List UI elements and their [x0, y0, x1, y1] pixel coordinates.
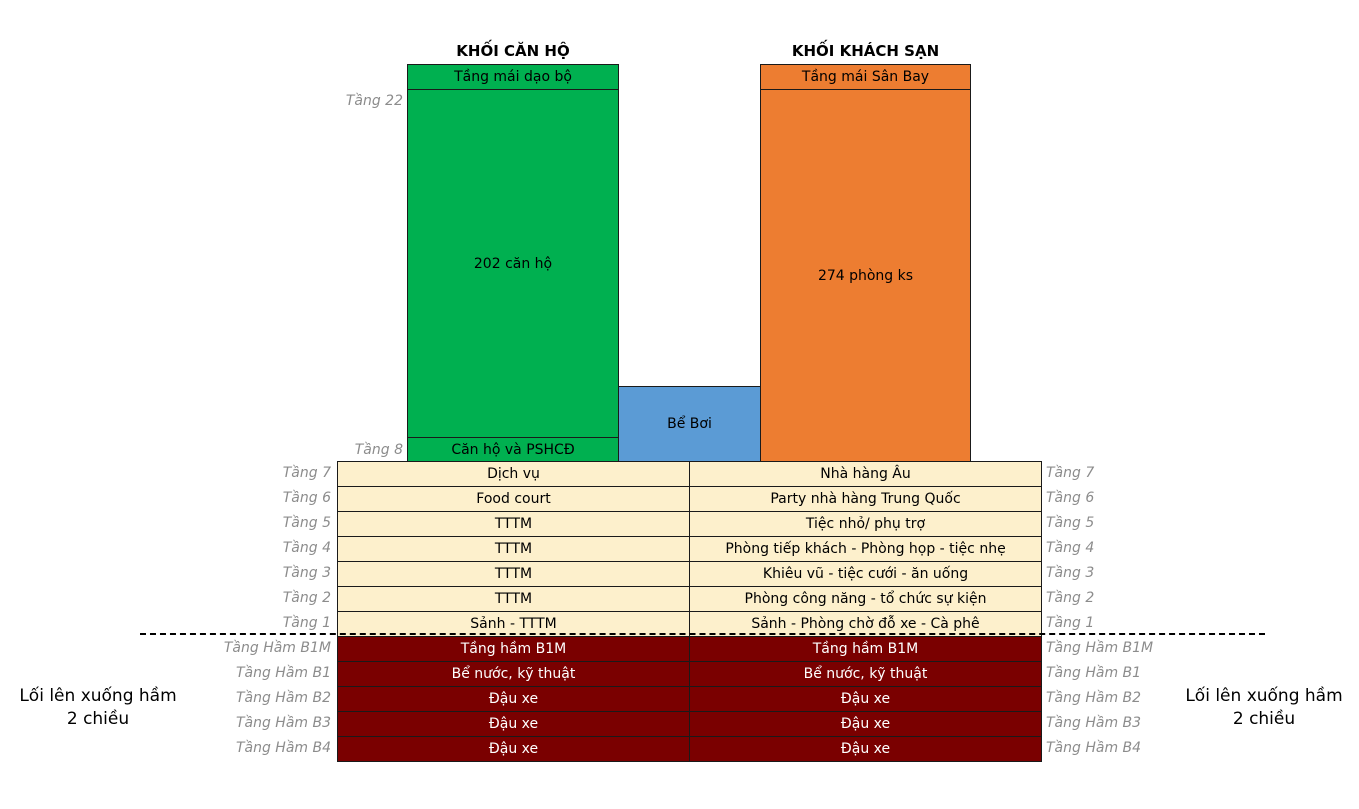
- floor-label-left: Tầng 2: [282, 590, 331, 606]
- ground-line: [140, 633, 1265, 635]
- hotel-roof: Tầng mái Sân Bay: [760, 64, 971, 90]
- apartment-main: 202 căn hộ: [407, 89, 619, 438]
- floor-label-right: Tầng Hầm B3: [1046, 715, 1142, 731]
- floor-cell-apartment: Sảnh - TTTM: [337, 611, 690, 637]
- floor-cell-hotel: Phòng tiếp khách - Phòng họp - tiệc nhẹ: [689, 536, 1042, 562]
- floor-label-right: Tầng 3: [1046, 565, 1095, 581]
- floor-label-right: Tầng 5: [1046, 515, 1095, 531]
- ramp-note-right: Lối lên xuống hầm 2 chiều: [1174, 685, 1354, 731]
- floor-label-right: Tầng 6: [1046, 490, 1095, 506]
- floor-cell-hotel: Nhà hàng Âu: [689, 461, 1042, 487]
- floor-label-left: Tầng Hầm B2: [235, 690, 331, 706]
- floor-cell-hotel: Đậu xe: [689, 711, 1042, 737]
- floor-label-right: Tầng Hầm B4: [1046, 740, 1142, 756]
- floor-cell-hotel: Tầng hầm B1M: [689, 636, 1042, 662]
- floor-label-left: Tầng Hầm B1M: [223, 640, 331, 656]
- floor-label-right: Tầng 7: [1046, 465, 1095, 481]
- ramp-note-left: Lối lên xuống hầm 2 chiều: [8, 685, 188, 731]
- floor-label-left: Tầng 6: [282, 490, 331, 506]
- floor-label-right: Tầng 1: [1046, 615, 1095, 631]
- floor-label-left: Tầng 3: [282, 565, 331, 581]
- floor-label-left: Tầng Hầm B3: [235, 715, 331, 731]
- floor-label-right: Tầng 2: [1046, 590, 1095, 606]
- floor-label-left: Tầng 4: [282, 540, 331, 556]
- floor-cell-hotel: Đậu xe: [689, 686, 1042, 712]
- floor-label-left: Tầng 7: [282, 465, 331, 481]
- floor-cell-hotel: Party nhà hàng Trung Quốc: [689, 486, 1042, 512]
- floor-label-right: Tầng Hầm B2: [1046, 690, 1142, 706]
- floor-cell-hotel: Phòng công năng - tổ chức sự kiện: [689, 586, 1042, 612]
- floor-cell-hotel: Tiệc nhỏ/ phụ trợ: [689, 511, 1042, 537]
- apartment-roof: Tầng mái dạo bộ: [407, 64, 619, 90]
- floor-cell-hotel: Sảnh - Phòng chờ đỗ xe - Cà phê: [689, 611, 1042, 637]
- apartment-lower: Căn hộ và PSHCĐ: [407, 437, 619, 462]
- floor-cell-apartment: TTTM: [337, 536, 690, 562]
- apartment-block-title: KHỐI CĂN HỘ: [456, 42, 570, 60]
- floor-cell-apartment: TTTM: [337, 561, 690, 587]
- pool: Bể Bơi: [618, 386, 761, 462]
- floor-label-top: Tầng 22: [345, 93, 403, 109]
- floor-label-right: Tầng Hầm B1: [1046, 665, 1142, 681]
- floor-label-right: Tầng 4: [1046, 540, 1095, 556]
- ramp-note-left-line1: Lối lên xuống hầm: [19, 686, 177, 706]
- floor-label-left: Tầng Hầm B1: [235, 665, 331, 681]
- floor-cell-hotel: Đậu xe: [689, 736, 1042, 762]
- floor-cell-apartment: Đậu xe: [337, 686, 690, 712]
- hotel-block-title: KHỐI KHÁCH SẠN: [791, 42, 940, 60]
- floor-label-right: Tầng Hầm B1M: [1046, 640, 1154, 656]
- floor-label-left: Tầng Hầm B4: [235, 740, 331, 756]
- floor-cell-apartment: TTTM: [337, 586, 690, 612]
- floor-label-left: Tầng 1: [282, 615, 331, 631]
- floor-cell-apartment: Tầng hầm B1M: [337, 636, 690, 662]
- floor-cell-apartment: TTTM: [337, 511, 690, 537]
- floor-cell-apartment: Đậu xe: [337, 711, 690, 737]
- hotel-main: 274 phòng ks: [760, 89, 971, 462]
- floor-cell-apartment: Food court: [337, 486, 690, 512]
- floor-cell-hotel: Bể nước, kỹ thuật: [689, 661, 1042, 687]
- ramp-note-right-line2: 2 chiều: [1232, 709, 1296, 729]
- ramp-note-right-line1: Lối lên xuống hầm: [1185, 686, 1343, 706]
- floor-cell-apartment: Bể nước, kỹ thuật: [337, 661, 690, 687]
- floor-cell-apartment: Đậu xe: [337, 736, 690, 762]
- floor-label-left: Tầng 5: [282, 515, 331, 531]
- ramp-note-left-line2: 2 chiều: [66, 709, 130, 729]
- floor-cell-hotel: Khiêu vũ - tiệc cưới - ăn uống: [689, 561, 1042, 587]
- floor-cell-apartment: Dịch vụ: [337, 461, 690, 487]
- floor-label-tower-bottom: Tầng 8: [354, 442, 403, 458]
